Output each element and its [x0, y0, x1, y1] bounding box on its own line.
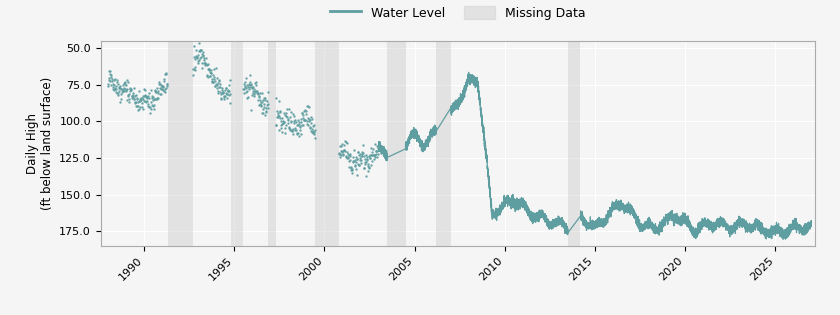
Bar — [231, 41, 244, 246]
Bar — [167, 41, 192, 246]
Bar — [387, 41, 406, 246]
Bar — [269, 41, 276, 246]
Y-axis label: Daily High
(ft below land surface): Daily High (ft below land surface) — [26, 77, 54, 210]
Bar — [315, 41, 339, 246]
Bar — [568, 41, 580, 246]
Legend: Water Level, Missing Data: Water Level, Missing Data — [326, 2, 590, 23]
Bar — [436, 41, 450, 246]
